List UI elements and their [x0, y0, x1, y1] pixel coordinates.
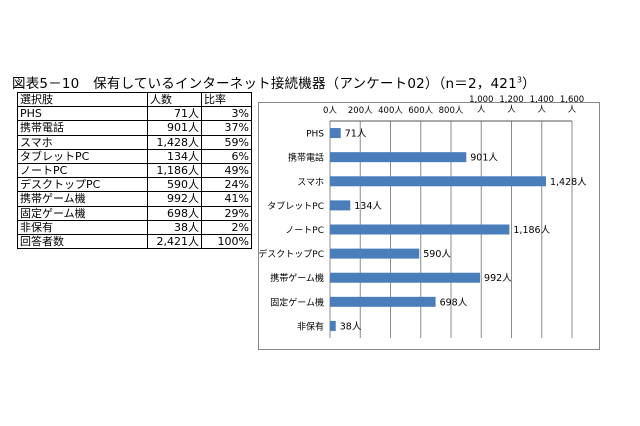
x-tick-label: 1,400 人 — [530, 95, 554, 115]
y-category-label: 固定ゲーム機 — [270, 296, 324, 308]
bar — [330, 152, 467, 163]
data-label: 1,428人 — [550, 177, 587, 188]
cell-count: 992人 — [147, 191, 202, 207]
x-tick-label: 600人 — [408, 106, 433, 116]
cell-ratio: 24% — [201, 177, 252, 193]
bar — [330, 200, 351, 211]
x-tick-label: 400人 — [378, 106, 403, 116]
figure-title-close: ） — [522, 76, 536, 92]
cell-ratio: 59% — [201, 134, 252, 150]
table-row: 非保有 38人 2% — [17, 219, 252, 235]
table-row-total: 回答者数 2,421人 100% — [17, 233, 252, 250]
bar — [330, 248, 420, 259]
cell-ratio: 100% — [201, 233, 252, 250]
data-table: 選択肢 人数 比率 PHS 71人 3% 携帯電話 901人 37% スマホ 1,428人… — [17, 91, 252, 250]
data-label: 590人 — [423, 249, 451, 260]
x-tick-label: 0人 — [323, 106, 337, 116]
cell-ratio: 37% — [201, 120, 252, 136]
table-row: スマホ 1,428人 59% — [17, 134, 252, 150]
cell-choice: 携帯ゲーム機 — [17, 191, 148, 207]
figure-title: 図表5－10 保有しているインターネット接続機器（アンケート02）（n＝2，42… — [12, 72, 536, 93]
x-tick-label: 1,600 人 — [560, 95, 584, 115]
cell-choice: スマホ — [17, 134, 148, 150]
data-label: 901人 — [470, 153, 498, 164]
table-row: デスクトップPC 590人 24% — [17, 177, 252, 193]
cell-ratio: 41% — [201, 191, 252, 207]
y-category-label: PHS — [306, 130, 324, 140]
x-tick-label: 800人 — [439, 106, 464, 116]
table-row: タブレットPC 134人 6% — [17, 148, 252, 164]
y-category-label: タブレットPC — [267, 200, 324, 212]
table-row: ノートPC 1,186人 49% — [17, 162, 252, 179]
data-label: 1,186人 — [513, 225, 550, 236]
bar — [330, 296, 436, 307]
bar — [330, 176, 546, 187]
x-tick-label: 200人 — [348, 106, 373, 116]
y-category-label: スマホ — [297, 177, 324, 188]
data-label: 134人 — [354, 201, 382, 212]
data-label: 992人 — [484, 273, 512, 284]
y-category-label: ノートPC — [285, 226, 324, 236]
bar — [330, 128, 341, 139]
cell-ratio: 49% — [201, 162, 252, 179]
bar — [330, 272, 481, 283]
cell-ratio: 6% — [201, 148, 252, 164]
table-row: PHS 71人 3% — [17, 106, 252, 122]
data-label: 71人 — [345, 129, 367, 140]
figure-title-text: 図表5－10 保有しているインターネット接続機器（アンケート02）（n＝2，42… — [12, 76, 517, 92]
cell-ratio: 29% — [201, 205, 252, 221]
bar — [330, 320, 336, 331]
cell-choice: タブレットPC — [17, 148, 148, 164]
y-category-label: 携帯ゲーム機 — [270, 272, 324, 284]
data-label: 38人 — [340, 321, 362, 332]
bar — [330, 224, 510, 235]
cell-choice: 携帯電話 — [17, 120, 148, 136]
y-category-label: デスクトップPC — [258, 248, 324, 260]
y-category-label: 非保有 — [297, 320, 324, 332]
table-row: 携帯電話 901人 37% — [17, 120, 252, 136]
cell-count: 590人 — [147, 177, 202, 193]
cell-ratio: 2% — [201, 219, 252, 235]
table-row: 固定ゲーム機 698人 29% — [17, 205, 252, 221]
x-tick-label: 1,200 人 — [499, 95, 523, 115]
table-row: 携帯ゲーム機 992人 41% — [17, 191, 252, 207]
data-label: 698人 — [440, 297, 468, 308]
y-category-label: 携帯電話 — [288, 152, 324, 164]
figure-title-superscript: 3 — [516, 75, 523, 85]
x-tick-label: 1,000 人 — [469, 95, 493, 115]
cell-choice: 非保有 — [17, 219, 148, 235]
